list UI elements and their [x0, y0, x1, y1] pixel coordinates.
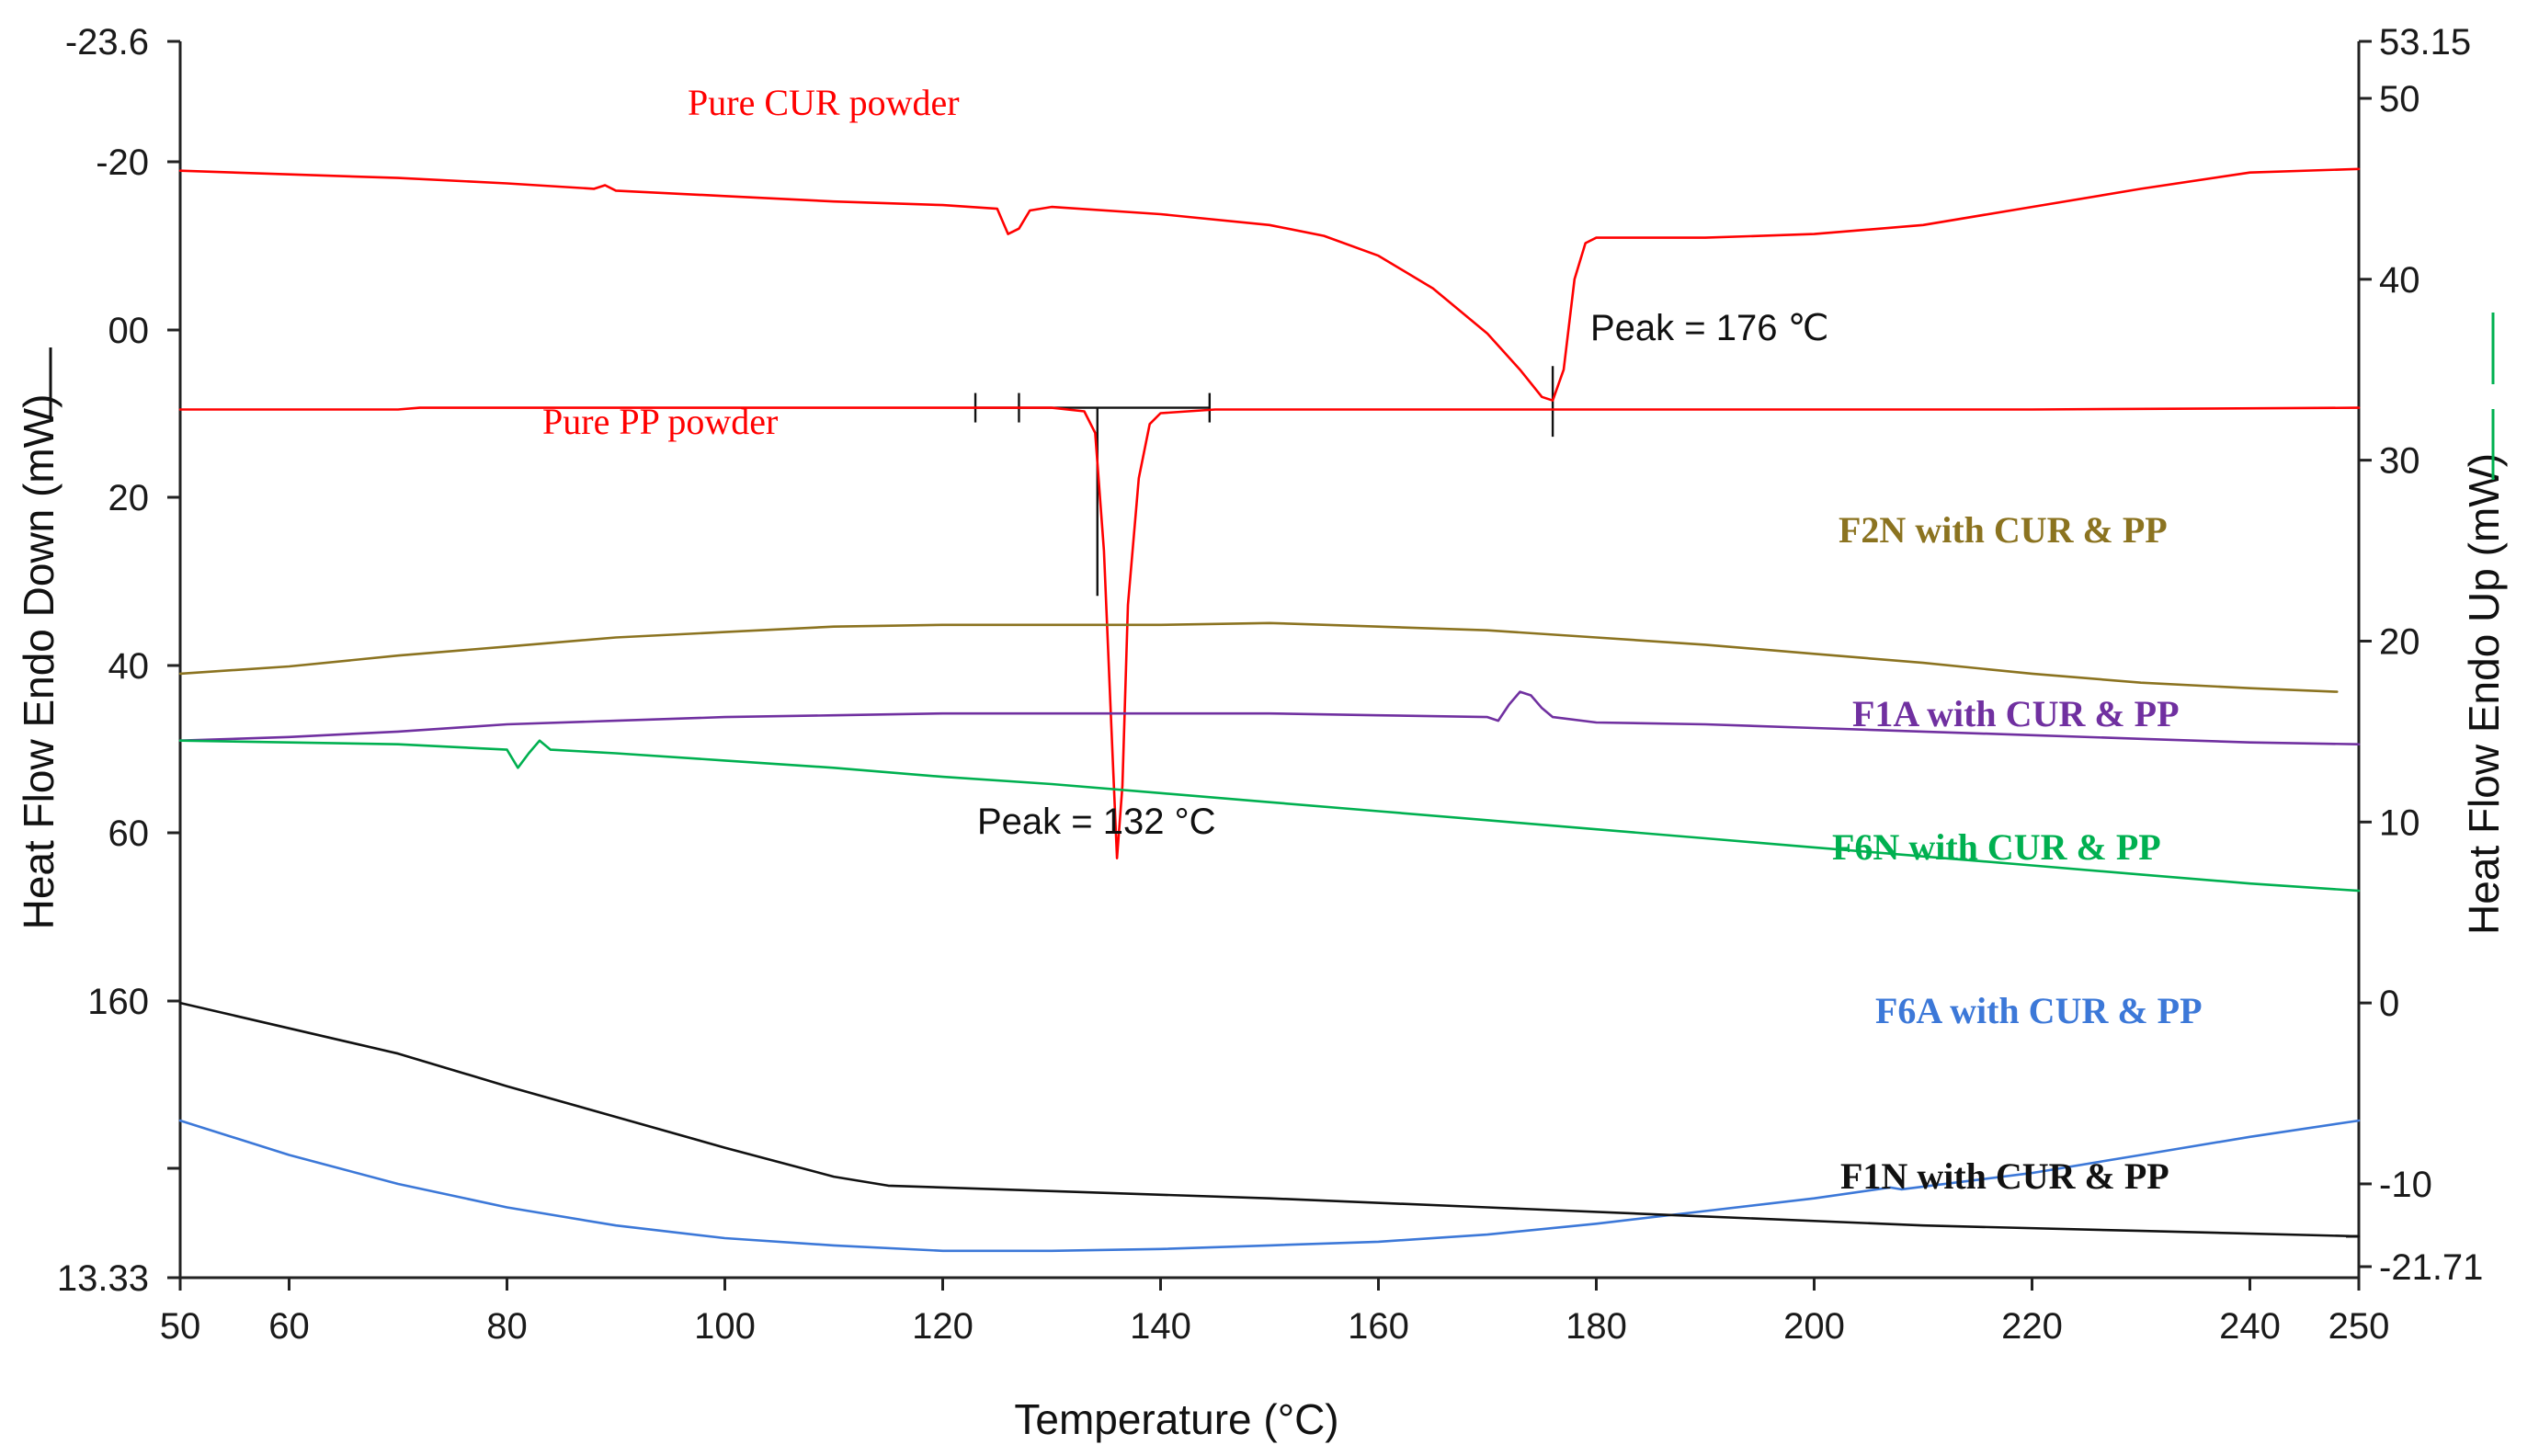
- series-line-f1a-mix: [178, 690, 2361, 746]
- x-tick-label: 80: [486, 1306, 528, 1347]
- x-tick-label: 120: [912, 1306, 973, 1347]
- label-f2n: F2N with CUR & PP: [1839, 509, 2168, 551]
- right-tick-label: 40: [2379, 260, 2420, 301]
- series-line-f6n-mix: [178, 739, 2361, 893]
- x-tick-label: 200: [1783, 1306, 1845, 1347]
- x-tick-label: 250: [2328, 1306, 2390, 1347]
- right-tick-label: 30: [2379, 441, 2420, 482]
- label-pure-cur: Pure CUR powder: [688, 82, 960, 123]
- label-f6a: F6A with CUR & PP: [1875, 990, 2203, 1031]
- left-tick-label: -20: [96, 142, 149, 183]
- right-tick-label: -21.71: [2379, 1247, 2483, 1288]
- label-pure-pp: Pure PP powder: [542, 401, 778, 442]
- x-tick-label: 240: [2219, 1306, 2281, 1347]
- left-tick-label: 40: [108, 646, 150, 687]
- series-group: [178, 167, 2361, 1253]
- x-tick-label: 220: [2001, 1306, 2063, 1347]
- annotation-peak-176: Peak = 176 ℃: [1590, 308, 1829, 348]
- right-tick-label: 0: [2379, 984, 2399, 1024]
- label-f1a: F1A with CUR & PP: [1852, 693, 2180, 734]
- right-tick-label: 53.15: [2379, 22, 2471, 63]
- right-tick-label: 50: [2379, 79, 2420, 119]
- right-tick-label: 20: [2379, 621, 2420, 662]
- series-line-f2n-mix: [178, 621, 2339, 693]
- x-tick-label: 180: [1566, 1306, 1627, 1347]
- left-tick-label: 13.33: [57, 1258, 149, 1299]
- left-tick-label: 20: [108, 478, 150, 518]
- x-tick-label: 60: [268, 1306, 310, 1347]
- label-f1n: F1N with CUR & PP: [1840, 1155, 2169, 1197]
- series-line-pure-pp: [178, 406, 2361, 860]
- series-line-pure-cur: [178, 167, 2361, 403]
- series-line-f6a-mix: [178, 1119, 2361, 1253]
- left-tick-label: 00: [108, 311, 150, 351]
- x-tick-label: 140: [1130, 1306, 1191, 1347]
- annotation-peak-132: Peak = 132 °C: [977, 802, 1216, 842]
- x-tick-label: 50: [160, 1306, 201, 1347]
- left-tick-label: -23.6: [65, 22, 149, 63]
- right-axis-title: Heat Flow Endo Up (mW): [2460, 453, 2508, 935]
- right-ticks: 53.15 50 40 30 20 10 0 -10 -21.71: [2346, 22, 2483, 1288]
- series-line-f1n-mix: [178, 1001, 2361, 1238]
- right-tick-label: -10: [2379, 1165, 2432, 1205]
- x-axis-title: Temperature (°C): [1014, 1395, 1338, 1443]
- left-tick-label: 160: [87, 982, 149, 1022]
- x-tick-label: 100: [694, 1306, 756, 1347]
- axes: [178, 41, 2361, 1280]
- right-tick-label: 10: [2379, 802, 2420, 843]
- x-ticks: 50 60 80 100 120 140 160 180 200 220 240 250: [160, 1278, 2390, 1347]
- x-tick-label: 160: [1348, 1306, 1409, 1347]
- label-f6n: F6N with CUR & PP: [1832, 826, 2161, 868]
- left-axis-title: Heat Flow Endo Down (mW): [15, 394, 63, 930]
- left-ticks: -23.6 -20 00 20 40 60 160 13.33: [57, 22, 180, 1299]
- left-tick-label: 60: [108, 813, 150, 854]
